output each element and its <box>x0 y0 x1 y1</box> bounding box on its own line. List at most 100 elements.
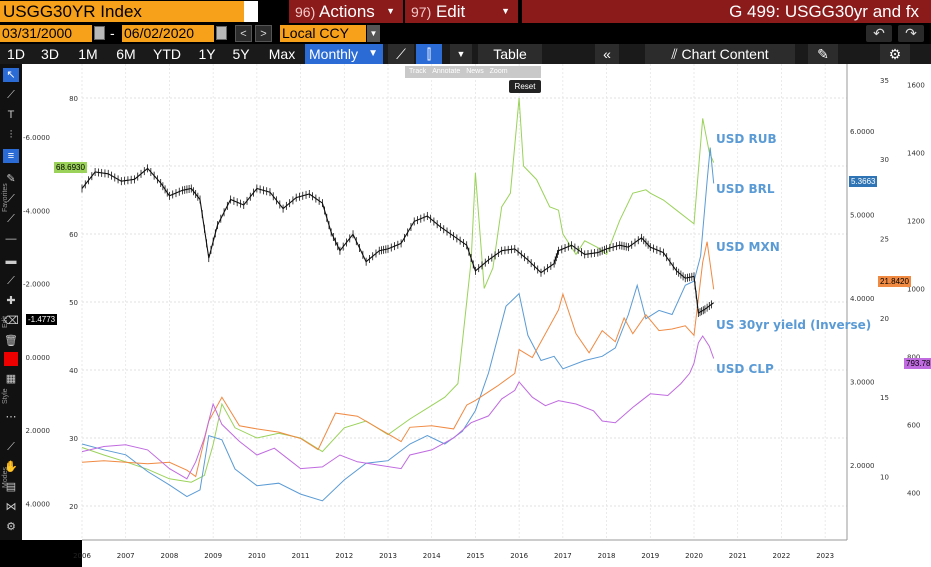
crosshair-icon[interactable]: ✚ <box>6 295 16 307</box>
x-tick-label: 2007 <box>117 552 135 560</box>
x-tick-label: 2023 <box>816 552 834 560</box>
right-axis-panel-mxn <box>877 64 904 540</box>
y-tick-label-rub: 80 <box>69 95 78 103</box>
period-3d[interactable]: 3D <box>41 46 59 62</box>
trash-icon[interactable]: 🗑 <box>4 335 18 347</box>
annotate-tool[interactable]: Annotate <box>432 68 461 75</box>
series-line-yield <box>81 167 715 314</box>
chart-type-dropdown-icon[interactable]: ▼ <box>450 44 472 64</box>
x-tick-label: 2017 <box>554 552 572 560</box>
y-tick-label-brl: 5.0000 <box>850 211 875 219</box>
tag-brl: 5.3663 <box>849 176 878 187</box>
chart-content-icon: ⫽ <box>671 46 682 62</box>
ticker-field[interactable]: USGG30YR Index <box>0 1 258 22</box>
x-tick-label: 2019 <box>641 552 659 560</box>
period-1m[interactable]: 1M <box>78 46 98 62</box>
track-tool[interactable]: Track <box>409 68 427 75</box>
pen-icon[interactable]: ✎ <box>6 173 16 185</box>
dropdown-arrow-icon: ▼ <box>386 6 395 16</box>
dropdown-arrow-icon: ▼ <box>501 6 510 16</box>
ticker-text: USGG30YR Index <box>3 2 142 21</box>
period-ytd[interactable]: YTD <box>153 46 181 62</box>
start-date-field[interactable]: 03/31/2000 <box>0 25 92 42</box>
y-tick-label-clp: 400 <box>907 489 920 497</box>
reset-button[interactable]: Reset <box>509 80 541 93</box>
mode-magnet-icon[interactable]: ⋈ <box>5 501 17 513</box>
color-swatch-icon[interactable] <box>4 352 18 366</box>
news-tool[interactable]: News <box>466 68 484 75</box>
y-tick-label-clp: 1600 <box>907 81 925 89</box>
left-toolbar <box>0 64 22 540</box>
bar-chart-icon[interactable]: ⫿ <box>416 44 442 64</box>
zoom-tool[interactable]: Zoom <box>489 68 508 75</box>
redo-icon[interactable]: ↷ <box>898 25 924 42</box>
line-draw-icon[interactable]: ⟋ <box>7 89 15 101</box>
ruler-icon[interactable]: ▬ <box>5 255 17 267</box>
collapse-icon[interactable]: « <box>595 44 619 64</box>
legend-clp: USD CLP <box>716 362 774 376</box>
y-tick-label-clp: 1000 <box>907 285 925 293</box>
x-tick-label: 2015 <box>467 552 485 560</box>
y-tick-label-clp: 1400 <box>907 149 925 157</box>
eraser-icon[interactable]: ⌫ <box>3 315 19 327</box>
dropdown-arrow-icon: ▼ <box>368 48 378 59</box>
mode-line-icon[interactable]: ⟋ <box>7 441 15 453</box>
x-tick-label: 2011 <box>292 552 310 560</box>
currency-dropdown-icon[interactable]: ▼ <box>367 25 380 42</box>
period-5y[interactable]: 5Y <box>232 46 250 62</box>
fill-icon[interactable]: ▦ <box>5 373 17 385</box>
period-1d[interactable]: 1D <box>7 46 25 62</box>
y-tick-label-yield_inverse: 4.0000 <box>26 500 51 508</box>
y-tick-label-mxn: 25 <box>880 236 889 244</box>
y-tick-label-rub: 50 <box>69 299 78 307</box>
function-title: G 499: USGG30yr and fx <box>522 0 931 23</box>
x-tick-label: 2013 <box>379 552 397 560</box>
chart-content-button[interactable]: ⫽ Chart Content <box>645 44 795 64</box>
y-tick-label-brl: 2.0000 <box>850 462 875 470</box>
next-period-icon[interactable]: > <box>255 25 272 42</box>
period-max[interactable]: Max <box>268 46 296 62</box>
edit-label: Edit <box>435 2 466 21</box>
actions-menu-button[interactable]: 96) Actions ▼ <box>289 0 403 23</box>
pencil-icon[interactable]: ⟋ <box>7 275 15 287</box>
y-tick-label-yield_inverse: -2.0000 <box>23 281 50 289</box>
text-tool-icon[interactable]: T <box>7 109 15 121</box>
prev-period-icon[interactable]: < <box>235 25 252 42</box>
fib-icon[interactable]: ≡ <box>3 149 19 163</box>
ticker-cursor <box>244 1 258 22</box>
frequency-select[interactable]: Monthly ▼ <box>305 44 383 64</box>
calendar-icon[interactable] <box>94 26 105 40</box>
y-tick-label-mxn: 10 <box>880 474 889 482</box>
actions-number: 96) <box>295 4 316 20</box>
measure-icon[interactable]: ⟋ <box>7 193 15 205</box>
x-tick-label: 2022 <box>773 552 791 560</box>
undo-icon[interactable]: ↶ <box>866 25 892 42</box>
mode-settings-icon[interactable]: ⚙ <box>6 521 16 533</box>
currency-select[interactable]: Local CCY <box>280 25 366 42</box>
tag-mxn: 21.8420 <box>878 276 911 287</box>
calendar-icon[interactable] <box>216 26 227 40</box>
end-date-field[interactable]: 06/02/2020 <box>122 25 214 42</box>
line-chart-icon[interactable]: ⟋ <box>388 44 414 64</box>
x-tick-label: 2008 <box>161 552 179 560</box>
brush-icon[interactable]: ⟋ <box>7 213 15 225</box>
y-tick-label-yield_inverse: -4.0000 <box>23 207 50 215</box>
y-tick-label-yield_inverse: 2.0000 <box>26 427 51 435</box>
period-1y[interactable]: 1Y <box>198 46 216 62</box>
channel-icon[interactable]: ⫶ <box>9 129 13 141</box>
table-button[interactable]: Table <box>478 44 542 64</box>
mode-doc-icon[interactable]: ▤ <box>5 481 17 493</box>
period-6m[interactable]: 6M <box>116 46 136 62</box>
cursor-icon[interactable]: ↖ <box>3 68 19 82</box>
y-tick-label-brl: 6.0000 <box>850 128 875 136</box>
series-line-clp <box>81 335 715 480</box>
mode-hand-icon[interactable]: ✋ <box>4 461 18 473</box>
edit-menu-button[interactable]: 97) Edit ▼ <box>405 0 518 23</box>
line-style-icon[interactable]: ⋯ <box>5 411 17 423</box>
hline-icon[interactable]: — <box>5 233 17 245</box>
right-axis-panel-brl <box>847 64 877 540</box>
edit-pen-icon[interactable]: ✎ <box>808 44 838 64</box>
right-axis-panel-clp <box>904 64 931 540</box>
y-tick-label-rub: 40 <box>69 367 78 375</box>
gear-icon[interactable]: ⚙ <box>880 44 910 64</box>
